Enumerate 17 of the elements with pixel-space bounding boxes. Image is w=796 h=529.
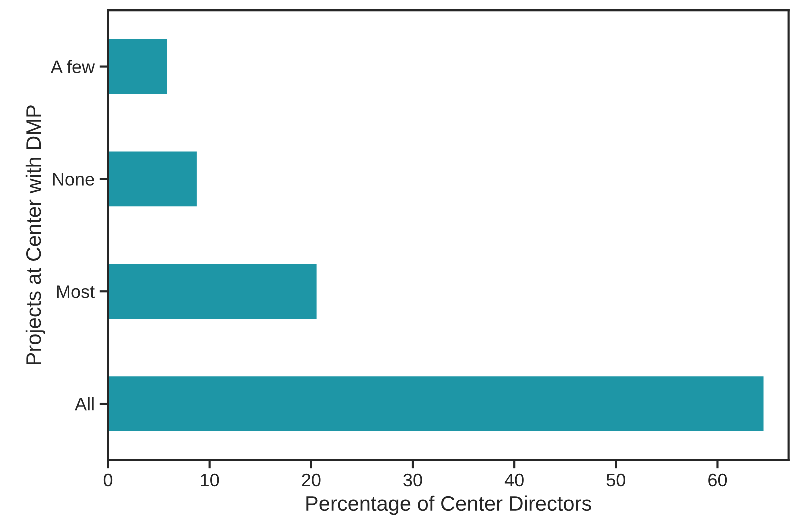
- x-tick-label: 30: [404, 474, 422, 487]
- x-axis-title: Percentage of Center Directors: [306, 496, 592, 516]
- x-tick-label: 60: [708, 474, 728, 487]
- bar: [108, 150, 198, 208]
- bar: [108, 375, 766, 433]
- y-tick-label: A few: [50, 60, 96, 74]
- y-tick-label: None: [53, 173, 94, 186]
- bar: [108, 262, 318, 320]
- bar: [108, 38, 169, 96]
- x-tick-label: 50: [606, 474, 626, 487]
- x-tick-label: 10: [201, 474, 220, 487]
- y-tick-label: All: [75, 397, 94, 411]
- y-axis-title: Projects at Center with DMP: [26, 106, 46, 365]
- y-tick-label: Most: [57, 286, 95, 298]
- x-tick-label: 20: [302, 474, 321, 487]
- x-tick-label: 0: [104, 474, 113, 487]
- x-tick-label: 40: [504, 474, 524, 487]
